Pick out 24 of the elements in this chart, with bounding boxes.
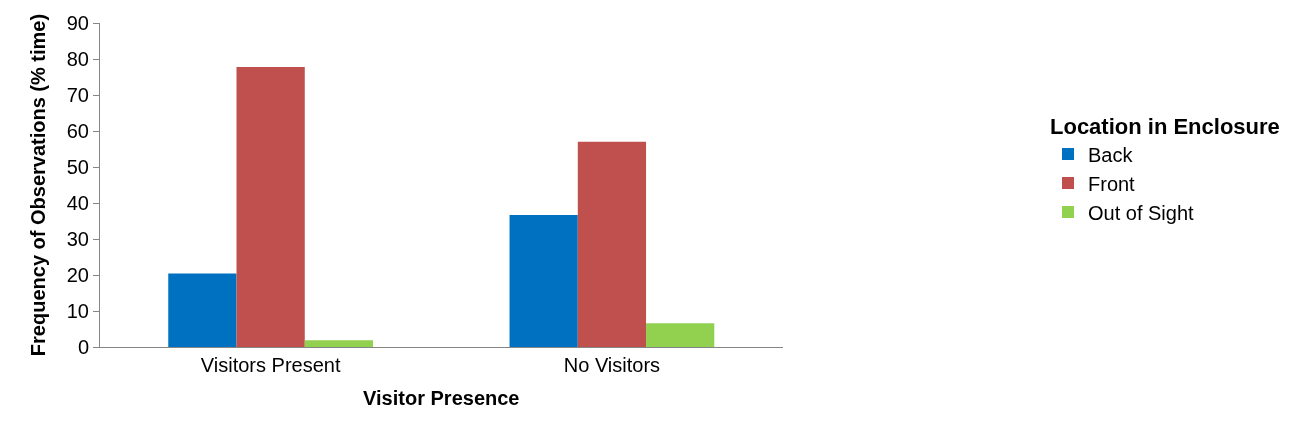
- y-tick-label: 10: [66, 300, 89, 322]
- y-tick-label: 30: [66, 228, 89, 250]
- bar: [236, 66, 305, 347]
- bar: [646, 323, 715, 347]
- legend-label: Front: [1088, 172, 1136, 195]
- bar: [168, 273, 237, 347]
- x-tick-label: Visitors Present: [200, 354, 341, 376]
- x-tick-label: No Visitors: [563, 354, 661, 376]
- y-tick-label: 40: [66, 192, 89, 214]
- bar: [577, 141, 647, 347]
- y-axis-title: Frequency of Observations (% time): [27, 13, 50, 357]
- y-tick-label: 20: [66, 264, 89, 286]
- y-tick-label: 60: [66, 120, 89, 142]
- x-axis-title: Visitor Presence: [363, 386, 520, 409]
- y-tick-label: 90: [66, 12, 89, 34]
- legend-label: Back: [1088, 143, 1134, 166]
- bar: [509, 214, 578, 347]
- y-tick-label: 70: [66, 84, 89, 106]
- y-tick-label: 50: [66, 156, 89, 178]
- legend-label: Out of Sight: [1088, 201, 1195, 224]
- y-tick-label: 0: [77, 336, 89, 358]
- legend-title: Location in Enclosure: [1050, 114, 1280, 140]
- y-tick-label: 80: [66, 48, 89, 70]
- bar: [304, 340, 374, 347]
